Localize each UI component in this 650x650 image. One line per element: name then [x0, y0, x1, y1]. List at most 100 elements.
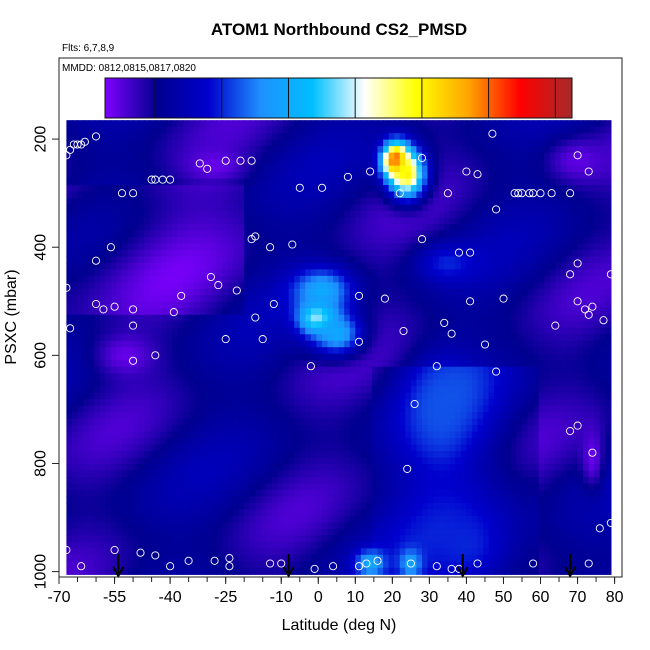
heatmap-cell — [99, 418, 106, 426]
heatmap-cell — [110, 146, 118, 154]
heatmap-cell — [216, 444, 223, 452]
heatmap-cell — [288, 386, 295, 394]
heatmap-cell — [216, 496, 223, 504]
heatmap-cell — [260, 178, 268, 186]
heatmap-cell — [160, 172, 168, 180]
heatmap-cell — [199, 347, 206, 355]
heatmap-cell — [344, 541, 351, 549]
heatmap-cell — [449, 502, 456, 511]
heatmap-cell — [271, 476, 279, 485]
heatmap-cell — [410, 522, 418, 530]
heatmap-cell — [238, 120, 245, 128]
heatmap-cell — [77, 451, 84, 459]
heatmap-cell — [355, 172, 362, 180]
heatmap-cell — [344, 554, 351, 562]
heatmap-cell — [371, 211, 379, 219]
heatmap-cell — [171, 451, 179, 459]
heatmap-cell — [160, 509, 168, 517]
heatmap-cell — [399, 165, 406, 173]
heatmap-cell — [283, 295, 290, 303]
heatmap-cell — [77, 418, 84, 426]
heatmap-cell — [366, 334, 373, 342]
heatmap-cell — [283, 334, 290, 342]
heatmap-cell — [355, 301, 362, 309]
heatmap-cell — [216, 548, 223, 556]
heatmap-cell — [383, 464, 390, 472]
heatmap-cell — [449, 418, 456, 426]
heatmap-cell — [299, 464, 306, 472]
heatmap-cell — [405, 327, 412, 335]
heatmap-cell — [149, 172, 156, 180]
heatmap-cell — [305, 502, 312, 511]
heatmap-cell — [121, 418, 129, 426]
heatmap-cell — [244, 444, 251, 452]
heatmap-cell — [71, 548, 79, 556]
heatmap-cell — [121, 489, 129, 498]
heatmap-cell — [299, 496, 306, 504]
heatmap-cell — [260, 334, 268, 342]
heatmap-cell — [283, 528, 290, 536]
heatmap-cell — [149, 243, 156, 251]
heatmap-cell — [205, 373, 212, 381]
heatmap-cell — [399, 139, 406, 147]
heatmap-cell — [377, 256, 384, 264]
heatmap-cell — [344, 470, 351, 478]
heatmap-cell — [344, 314, 351, 322]
heatmap-cell — [294, 217, 301, 225]
heatmap-cell — [277, 528, 284, 536]
heatmap-cell — [194, 262, 201, 270]
heatmap-cell — [166, 373, 173, 381]
heatmap-cell — [416, 425, 423, 433]
heatmap-cell — [310, 256, 318, 264]
heatmap-cell — [88, 528, 95, 536]
heatmap-cell — [121, 464, 129, 472]
heatmap-cell — [410, 282, 418, 290]
heatmap-cell — [149, 509, 156, 517]
heatmap-cell — [333, 541, 340, 549]
heatmap-cell — [410, 262, 418, 270]
heatmap-cell — [316, 528, 323, 536]
heatmap-cell — [149, 217, 156, 225]
heatmap-cell — [199, 425, 206, 433]
heatmap-cell — [444, 178, 451, 186]
heatmap-cell — [105, 249, 112, 258]
heatmap-cell — [99, 211, 106, 219]
heatmap-cell — [355, 528, 362, 536]
heatmap-cell — [188, 399, 195, 407]
heatmap-cell — [405, 347, 412, 355]
heatmap-cell — [121, 541, 129, 549]
heatmap-cell — [433, 185, 440, 193]
heatmap-cell — [77, 502, 84, 511]
heatmap-cell — [183, 515, 190, 523]
heatmap-cell — [216, 204, 223, 212]
heatmap-cell — [99, 457, 106, 465]
heatmap-cell — [238, 159, 245, 167]
heatmap-cell — [138, 340, 145, 348]
heatmap-cell — [216, 347, 223, 355]
heatmap-cell — [410, 275, 418, 283]
heatmap-cell — [99, 269, 106, 277]
heatmap-cell — [266, 515, 273, 523]
heatmap-cell — [238, 548, 245, 556]
heatmap-cell — [388, 204, 395, 212]
heatmap-cell — [105, 548, 112, 556]
heatmap-cell — [321, 301, 329, 309]
heatmap-cell — [399, 554, 406, 562]
heatmap-cell — [366, 496, 373, 504]
heatmap-cell — [327, 204, 334, 212]
heatmap-cell — [133, 541, 140, 549]
heatmap-cell — [255, 431, 262, 439]
heatmap-cell — [305, 146, 312, 154]
heatmap-cell — [433, 217, 440, 225]
heatmap-cell — [205, 230, 212, 238]
heatmap-cell — [166, 489, 173, 498]
heatmap-cell — [183, 366, 190, 374]
heatmap-cell — [438, 502, 445, 511]
heatmap-cell — [333, 126, 340, 134]
heatmap-cell — [255, 249, 262, 258]
heatmap-cell — [244, 379, 251, 387]
heatmap-cell — [271, 327, 279, 335]
heatmap-cell — [177, 236, 184, 245]
heatmap-cell — [138, 269, 145, 277]
heatmap-cell — [260, 509, 268, 517]
